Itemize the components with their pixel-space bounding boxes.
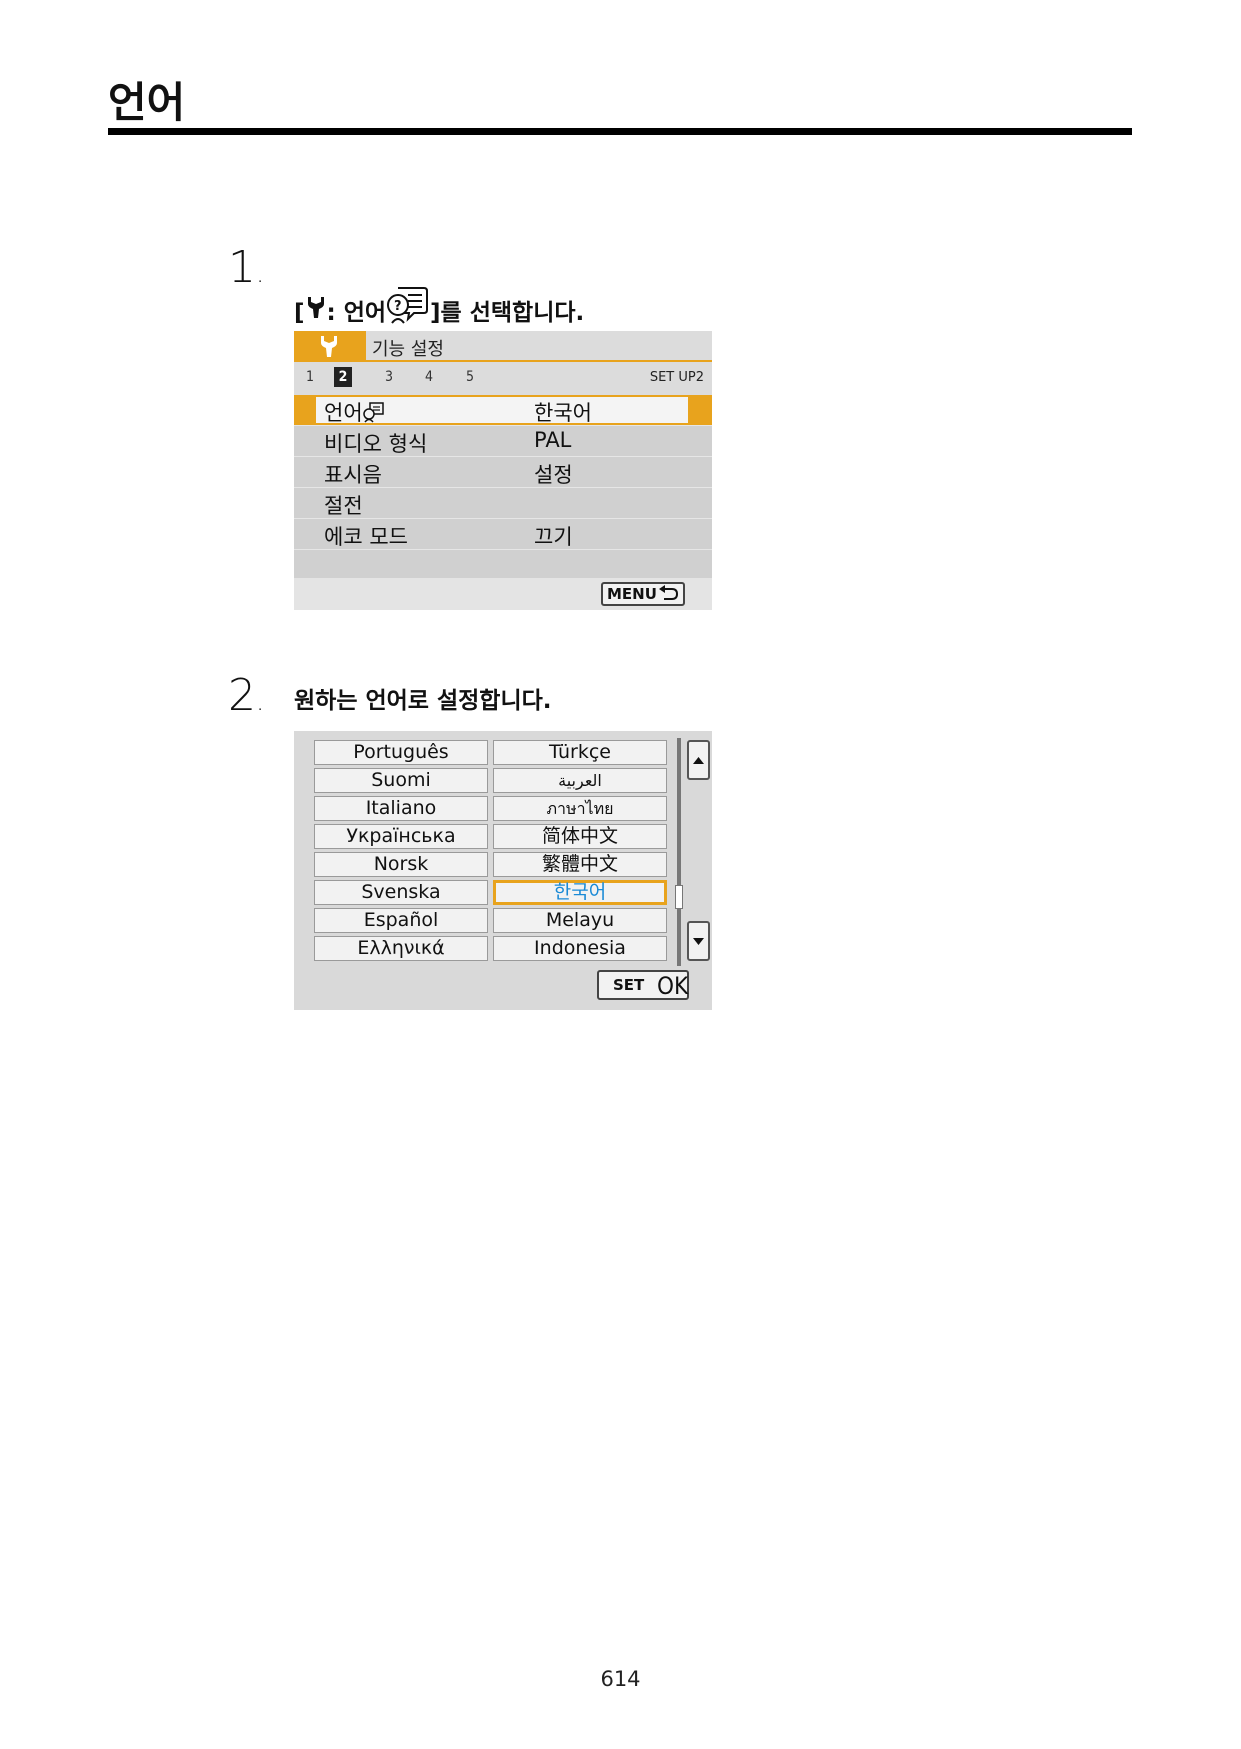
language-option-indonesian[interactable]: Indonesia [493,936,667,961]
menu-row-label: 표시음 [324,463,382,487]
language-option-thai[interactable]: ภาษาไทย [493,796,667,821]
title-rule [108,128,1132,135]
step-1-text-prefix: [ [294,300,305,326]
set-label: SET [613,976,645,994]
svg-text:?: ? [394,299,402,314]
step-1-text-mid: : 언어 [326,300,387,326]
menu-row-eco-mode[interactable]: 에코 모드 끄기 [294,519,712,550]
menu-button-label: MENU [607,585,657,603]
triangle-down-icon [693,938,704,945]
setup-tab[interactable] [294,331,366,361]
language-option-portuguese[interactable]: Português [314,740,488,765]
menu-row-empty [294,550,712,579]
step-2-number: 2. [228,670,265,721]
menu-row-label: 에코 모드 [324,525,408,549]
step-1-instruction: [ : 언어? ]를 선택합니다. [294,284,584,328]
language-option-ukrainian[interactable]: Українська [314,824,488,849]
language-icon: ? [386,284,430,328]
language-select-screen: Português Suomi Italiano Українська Nors… [294,731,712,1010]
language-icon [362,402,384,423]
menu-back-button[interactable]: MENU [601,582,685,606]
ok-label: OK [657,972,689,1000]
page-number: 614 [600,1667,641,1691]
menu-row-value: 한국어 [534,401,592,425]
scroll-down-button[interactable] [687,921,710,961]
scrollbar-thumb[interactable] [675,885,683,909]
menu-row-label: 절전 [324,494,363,518]
menu-footer: MENU [294,578,712,610]
language-option-turkish[interactable]: Türkçe [493,740,667,765]
subtab-2[interactable]: 2 [334,367,352,387]
scroll-up-button[interactable] [687,740,710,780]
language-option-norwegian[interactable]: Norsk [314,852,488,877]
tab-accent-line [294,360,712,362]
menu-row-value: 설정 [534,463,573,487]
language-option-malay[interactable]: Melayu [493,908,667,933]
menu-row-power-saving[interactable]: 절전 [294,488,712,519]
tab-title: 기능 설정 [372,339,444,360]
menu-tab-bar: 기능 설정 [294,331,712,362]
language-option-arabic[interactable]: العربية [493,768,667,793]
language-option-korean[interactable]: 한국어 [493,880,667,905]
language-option-simplified-chinese[interactable]: 简体中文 [493,824,667,849]
step-2-instruction: 원하는 언어로 설정합니다. [294,688,552,714]
step-1-text-suffix: ]를 선택합니다. [430,300,585,326]
subtab-1[interactable]: 1 [305,369,314,385]
subtab-bar: 1 2 3 4 5 SET UP2 [294,362,712,392]
menu-row-language[interactable]: 언어 한국어 [294,395,712,426]
triangle-up-icon [693,757,704,764]
menu-row-value: 끄기 [534,525,573,549]
step-1-number: 1. [228,242,265,293]
subtab-3[interactable]: 3 [384,369,393,385]
subtab-4[interactable]: 4 [424,369,433,385]
language-option-swedish[interactable]: Svenska [314,880,488,905]
camera-setup-menu-screen: 기능 설정 1 2 3 4 5 SET UP2 언어 한국어 비디오 형식 PA… [294,331,712,610]
menu-row-beep[interactable]: 표시음 설정 [294,457,712,488]
language-option-traditional-chinese[interactable]: 繁體中文 [493,852,667,877]
language-option-italian[interactable]: Italiano [314,796,488,821]
page-title: 언어 [108,78,186,127]
language-option-spanish[interactable]: Español [314,908,488,933]
scrollbar-track[interactable] [677,738,681,966]
menu-row-value: PAL [534,428,572,452]
wrench-tab-icon [321,336,337,357]
set-ok-button[interactable]: SET OK [597,970,689,1000]
menu-row-label: 언어 [324,397,385,427]
return-arrow-icon [659,585,679,600]
setup-page-label: SET UP2 [649,370,704,385]
language-option-greek[interactable]: Ελληνικά [314,936,488,961]
menu-row-label: 비디오 형식 [324,432,428,456]
subtab-5[interactable]: 5 [465,369,474,385]
wrench-icon [305,294,327,328]
language-option-finnish[interactable]: Suomi [314,768,488,793]
menu-row-video-format[interactable]: 비디오 형식 PAL [294,426,712,457]
